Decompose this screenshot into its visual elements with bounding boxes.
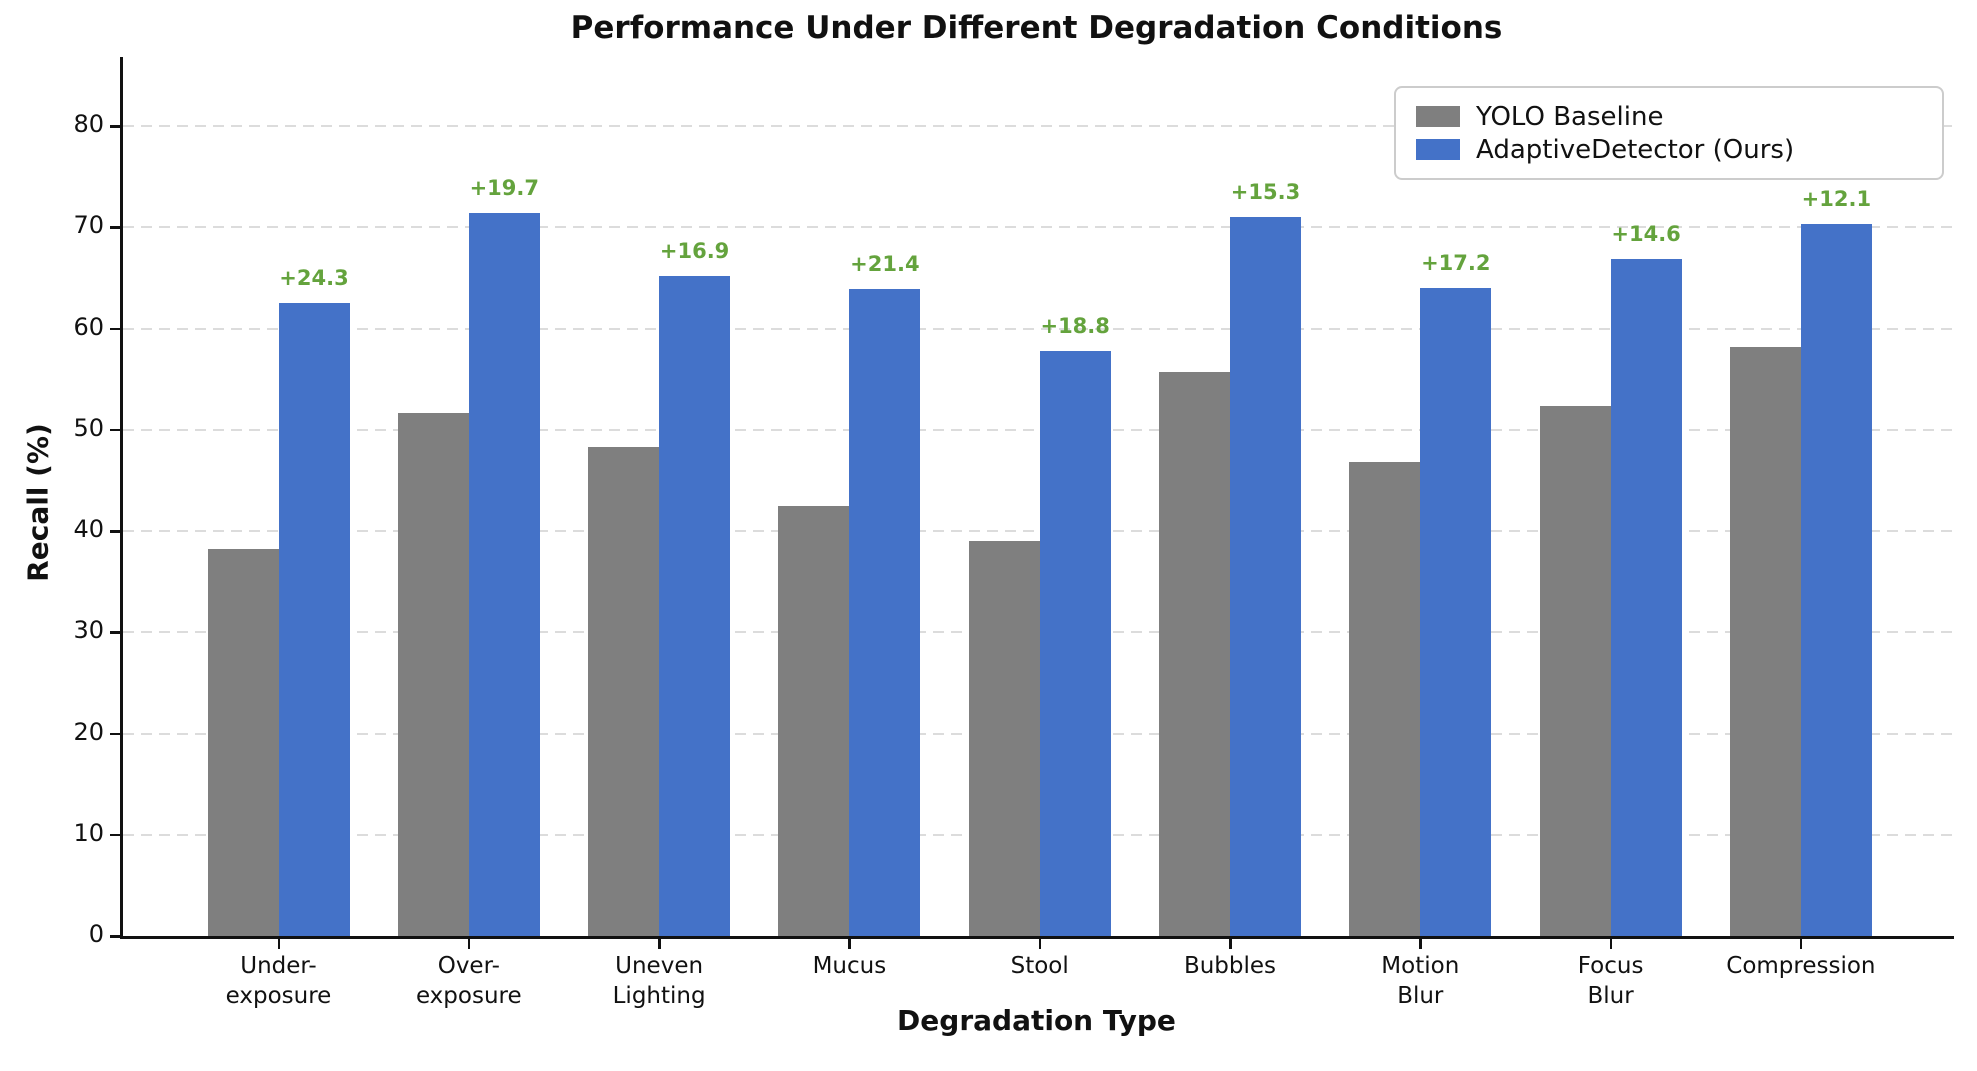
y-tick-label-70: 70 bbox=[73, 211, 104, 240]
bar-ours-4 bbox=[1039, 350, 1111, 936]
gridline-80 bbox=[123, 125, 1952, 127]
legend: YOLO Baseline AdaptiveDetector (Ours) bbox=[1394, 86, 1944, 180]
x-tick-label-4: Stool bbox=[1010, 953, 1069, 979]
x-tick-label-0: Under-exposure bbox=[225, 953, 332, 1009]
gain-label-5: +15.3 bbox=[1230, 180, 1301, 205]
bar-ours-5 bbox=[1230, 217, 1301, 936]
x-tick-8 bbox=[1799, 939, 1803, 949]
x-tick-label-7: Focus Blur bbox=[1577, 953, 1644, 1009]
y-tick-label-0: 0 bbox=[88, 920, 104, 948]
gain-label-2: +16.9 bbox=[659, 238, 730, 263]
bar-ours-0 bbox=[278, 303, 350, 936]
x-axis-label: Degradation Type bbox=[897, 1004, 1176, 1037]
y-tick-label-40: 40 bbox=[73, 515, 104, 543]
bar-ours-1 bbox=[468, 213, 540, 936]
x-tick-2 bbox=[658, 939, 661, 949]
x-axis-spine bbox=[120, 936, 1954, 939]
chart-title: Performance Under Different Degradation … bbox=[570, 10, 1503, 46]
gain-label-8: +12.1 bbox=[1801, 187, 1872, 212]
y-tick-40 bbox=[110, 530, 121, 533]
bar-baseline-6 bbox=[1349, 462, 1421, 936]
x-tick-7 bbox=[1609, 939, 1613, 949]
bar-baseline-4 bbox=[968, 541, 1040, 936]
x-tick-label-1: Over-exposure bbox=[415, 953, 522, 1009]
y-tick-80 bbox=[110, 125, 121, 128]
x-tick-label-8: Compression bbox=[1726, 953, 1876, 979]
x-tick-5 bbox=[1229, 939, 1232, 949]
x-tick-6 bbox=[1419, 939, 1422, 949]
x-tick-label-6: Motion Blur bbox=[1381, 953, 1460, 1009]
bar-baseline-0 bbox=[207, 549, 279, 936]
gain-label-0: +24.3 bbox=[279, 266, 349, 291]
y-tick-70 bbox=[110, 226, 121, 229]
gain-label-3: +21.4 bbox=[850, 252, 920, 276]
y-tick-label-60: 60 bbox=[73, 312, 104, 341]
y-tick-label-30: 30 bbox=[73, 616, 104, 645]
bar-baseline-2 bbox=[588, 446, 660, 936]
bar-ours-6 bbox=[1420, 288, 1492, 936]
legend-label-baseline: YOLO Baseline bbox=[1476, 101, 1664, 132]
legend-swatch-ours bbox=[1416, 139, 1460, 160]
legend-item-ours: AdaptiveDetector (Ours) bbox=[1416, 133, 1922, 166]
x-tick-label-5: Bubbles bbox=[1183, 953, 1277, 979]
y-tick-30 bbox=[110, 631, 121, 634]
bar-ours-8 bbox=[1800, 224, 1872, 936]
y-tick-label-50: 50 bbox=[73, 413, 104, 442]
gain-label-7: +14.6 bbox=[1611, 221, 1681, 246]
gain-label-6: +17.2 bbox=[1421, 251, 1491, 275]
bar-baseline-3 bbox=[778, 505, 850, 936]
x-tick-4 bbox=[1038, 939, 1042, 949]
y-tick-0 bbox=[110, 935, 121, 938]
gridline-50 bbox=[123, 428, 1952, 431]
legend-swatch-baseline bbox=[1416, 106, 1460, 127]
bar-baseline-5 bbox=[1159, 372, 1230, 936]
bar-baseline-1 bbox=[397, 412, 469, 936]
y-tick-10 bbox=[110, 833, 121, 837]
x-tick-label-3: Mucus bbox=[812, 953, 887, 979]
y-tick-label-10: 10 bbox=[73, 818, 104, 847]
legend-item-baseline: YOLO Baseline bbox=[1416, 100, 1922, 133]
y-tick-50 bbox=[110, 428, 121, 432]
y-tick-label-80: 80 bbox=[73, 110, 104, 138]
gridline-60 bbox=[123, 327, 1952, 330]
bar-baseline-8 bbox=[1729, 346, 1801, 936]
gridline-40 bbox=[123, 530, 1952, 532]
y-axis-spine bbox=[120, 57, 123, 938]
gain-label-1: +19.7 bbox=[469, 176, 539, 201]
x-tick-label-2: Uneven Lighting bbox=[612, 953, 706, 1009]
bar-ours-2 bbox=[659, 275, 731, 936]
x-tick-0 bbox=[277, 939, 280, 949]
gain-label-4: +18.8 bbox=[1040, 313, 1110, 338]
y-tick-20 bbox=[110, 732, 121, 735]
bar-ours-3 bbox=[849, 289, 921, 936]
x-tick-3 bbox=[848, 939, 851, 949]
y-tick-60 bbox=[110, 327, 121, 330]
gridline-70 bbox=[123, 226, 1952, 229]
legend-label-ours: AdaptiveDetector (Ours) bbox=[1476, 134, 1795, 165]
x-tick-1 bbox=[467, 939, 471, 949]
y-tick-label-20: 20 bbox=[73, 717, 104, 746]
bar-baseline-7 bbox=[1539, 406, 1611, 936]
bar-ours-7 bbox=[1610, 258, 1682, 936]
